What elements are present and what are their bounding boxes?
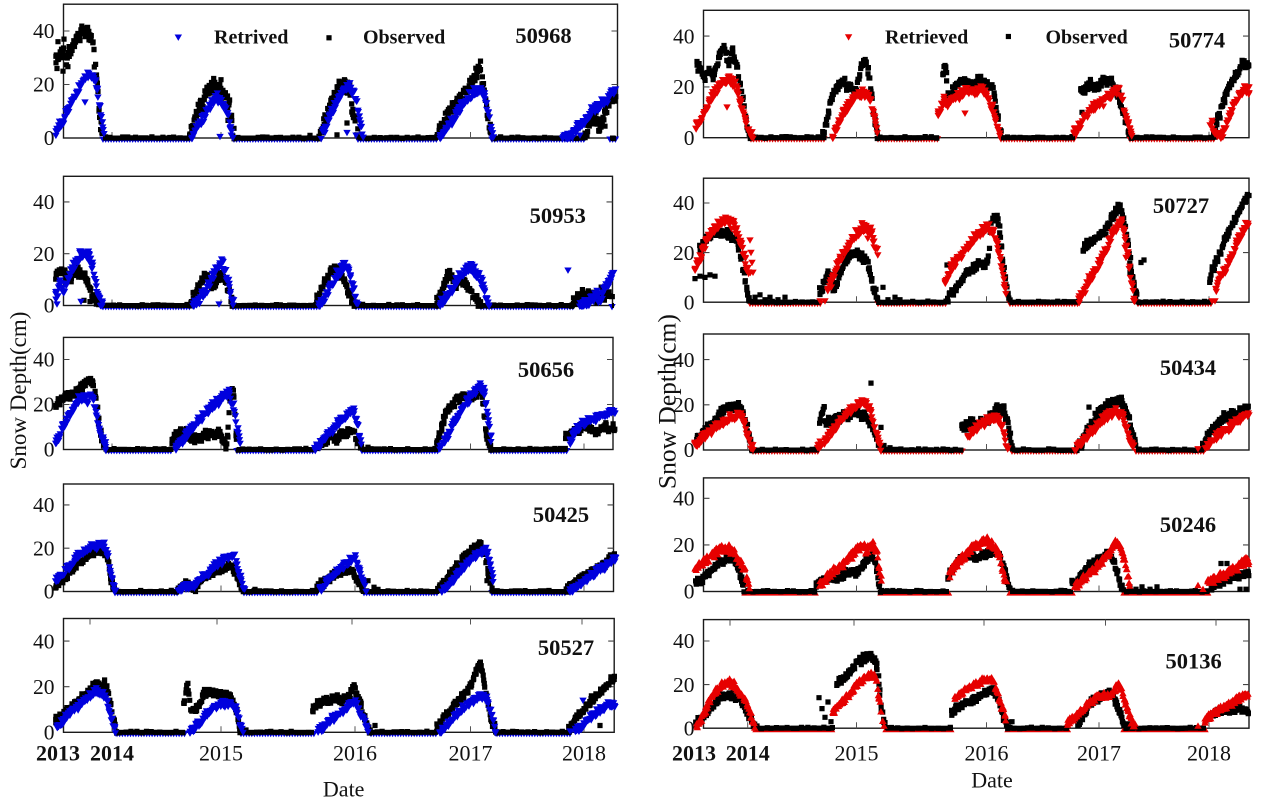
svg-text:20: 20 xyxy=(33,675,55,699)
svg-text:2017: 2017 xyxy=(449,741,493,766)
svg-text:0: 0 xyxy=(684,438,695,462)
svg-text:50968: 50968 xyxy=(515,23,571,48)
svg-text:0: 0 xyxy=(44,721,55,745)
svg-text:40: 40 xyxy=(673,487,695,511)
svg-text:50527: 50527 xyxy=(538,635,594,660)
svg-text:0: 0 xyxy=(44,294,55,318)
svg-text:50425: 50425 xyxy=(533,502,589,527)
svg-text:0: 0 xyxy=(44,580,55,604)
svg-text:Date: Date xyxy=(323,777,365,802)
svg-text:20: 20 xyxy=(673,75,695,99)
svg-text:2015: 2015 xyxy=(835,741,879,766)
svg-text:40: 40 xyxy=(33,190,55,214)
svg-text:50434: 50434 xyxy=(1160,355,1216,380)
svg-text:2018: 2018 xyxy=(1187,741,1231,766)
svg-text:40: 40 xyxy=(673,629,695,653)
svg-text:40: 40 xyxy=(33,629,55,653)
svg-text:2018: 2018 xyxy=(562,741,606,766)
svg-text:20: 20 xyxy=(673,393,695,417)
svg-text:20: 20 xyxy=(673,533,695,557)
svg-text:50246: 50246 xyxy=(1160,512,1216,537)
svg-text:0: 0 xyxy=(44,126,55,150)
svg-text:2014: 2014 xyxy=(726,741,770,766)
svg-text:2017: 2017 xyxy=(1077,741,1121,766)
svg-text:0: 0 xyxy=(684,290,695,314)
svg-text:0: 0 xyxy=(44,438,55,462)
svg-text:2015: 2015 xyxy=(199,741,243,766)
svg-text:50953: 50953 xyxy=(530,203,586,228)
svg-text:20: 20 xyxy=(33,393,55,417)
svg-text:0: 0 xyxy=(684,126,695,150)
svg-text:40: 40 xyxy=(33,493,55,517)
svg-text:40: 40 xyxy=(673,24,695,48)
svg-text:20: 20 xyxy=(33,73,55,97)
svg-text:2016: 2016 xyxy=(333,741,377,766)
svg-text:20: 20 xyxy=(33,536,55,560)
svg-text:2016: 2016 xyxy=(965,741,1009,766)
svg-text:20: 20 xyxy=(673,673,695,697)
svg-text:Observed: Observed xyxy=(1046,26,1128,48)
svg-text:50136: 50136 xyxy=(1165,649,1221,674)
svg-text:2013: 2013 xyxy=(672,741,716,766)
svg-text:40: 40 xyxy=(33,348,55,372)
svg-text:0: 0 xyxy=(684,580,695,604)
svg-text:2014: 2014 xyxy=(90,741,134,766)
svg-text:2013: 2013 xyxy=(36,741,80,766)
svg-text:50727: 50727 xyxy=(1153,193,1209,218)
svg-text:20: 20 xyxy=(33,242,55,266)
svg-text:Snow Depth(cm): Snow Depth(cm) xyxy=(653,314,682,489)
svg-text:Retrived: Retrived xyxy=(214,26,288,48)
svg-text:Date: Date xyxy=(971,768,1013,793)
svg-text:50656: 50656 xyxy=(518,357,574,382)
svg-text:40: 40 xyxy=(33,19,55,43)
svg-text:0: 0 xyxy=(684,716,695,740)
svg-text:50774: 50774 xyxy=(1169,28,1225,53)
svg-text:Snow Depth(cm): Snow Depth(cm) xyxy=(6,312,31,470)
svg-text:Retrieved: Retrieved xyxy=(885,26,968,48)
svg-text:40: 40 xyxy=(673,191,695,215)
svg-text:Observed: Observed xyxy=(363,26,445,48)
svg-text:40: 40 xyxy=(673,348,695,372)
svg-text:20: 20 xyxy=(673,241,695,265)
